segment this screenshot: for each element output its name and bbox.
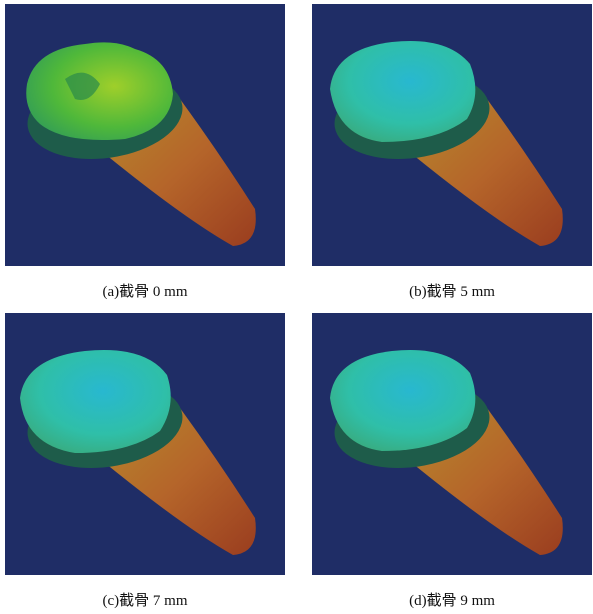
bone-head — [20, 350, 171, 453]
caption: (d)截骨 9 mm — [409, 593, 495, 609]
render — [312, 313, 592, 575]
render — [5, 313, 285, 575]
bone-head — [330, 40, 476, 142]
caption: (a)截骨 0 mm — [102, 284, 188, 300]
panel-a — [5, 4, 285, 266]
render — [312, 4, 592, 266]
panel-d — [312, 313, 592, 575]
caption: (c)截骨 7 mm — [102, 593, 188, 609]
render — [5, 4, 285, 266]
panel-b — [312, 4, 592, 266]
caption: (b)截骨 5 mm — [409, 284, 495, 300]
surface-detail — [65, 72, 100, 100]
panel-c — [5, 313, 285, 575]
bone-head — [26, 42, 173, 141]
bone-head — [330, 349, 476, 451]
